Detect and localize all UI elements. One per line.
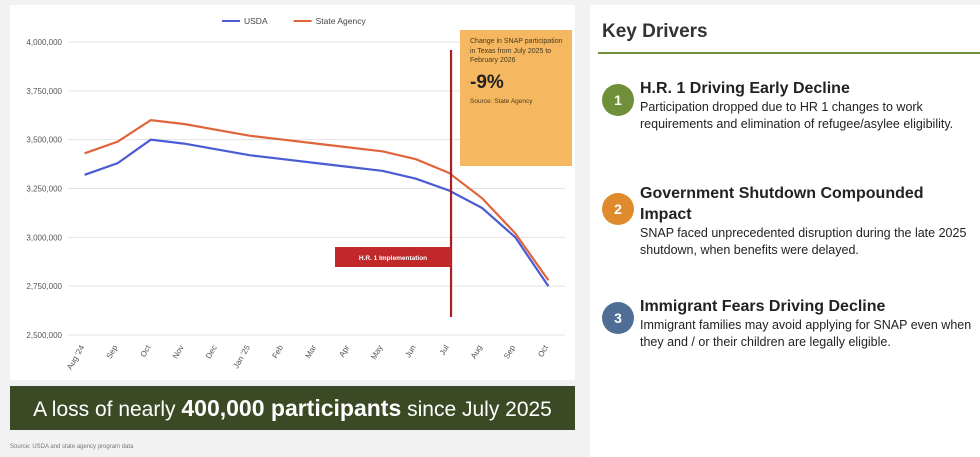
callout-text: Source: State Agency [470,97,533,105]
series-line [84,138,550,287]
driver-text: Immigrant families may avoid applying fo… [640,318,972,349]
driver-title: Government Shutdown Compounded Impact [640,185,924,223]
banner-text: since July 2025 [407,398,552,421]
driver-title: Immigrant Fears Driving Decline [640,298,886,315]
series-line [84,118,550,281]
banner: A loss of nearly 400,000 participants si… [10,386,575,430]
banner-bold: 400,000 participants [181,395,402,421]
driver-title: H.R. 1 Driving Early Decline [640,80,850,97]
legend-label: State Agency [316,16,367,26]
x-tick-label: Jan '25 [231,343,252,370]
callout-body: Change in SNAP participation in Texas fr… [470,37,568,106]
x-tick-label: Jun [403,344,417,360]
driver-number: 1 [602,84,634,116]
callout: Change in SNAP participation in Texas fr… [470,37,568,106]
x-tick-label: Jul [438,343,451,357]
x-tick-label: Oct [139,343,153,359]
marker-label: H.R. 1 Implementation [359,255,427,262]
driver-text: Participation dropped due to HR 1 change… [640,100,954,131]
y-tick-label: 4,000,000 [26,38,62,47]
y-tick-label: 3,500,000 [26,136,62,145]
source: Source: USDA and state agency program da… [10,444,134,450]
x-tick-label: Mar [304,343,319,360]
chart-card: 2,500,000 2,750,000 3,000,000 3,250,000 3,50… [10,5,575,380]
y-tick-label: 2,750,000 [26,282,62,291]
banner-text: A loss of nearly [33,398,176,421]
panel-title: Key Drivers [602,21,708,42]
driver: 2 Government Shutdown Compounded Impact SN… [602,183,972,259]
driver: 3 Immigrant Fears Driving Decline Immigran… [602,296,972,351]
y-tick-label: 3,250,000 [26,185,62,194]
driver: 1 H.R. 1 Driving Early Decline Participati… [602,78,972,133]
x-tick-label: Aug [469,344,484,361]
callout-text: -9% [470,71,504,93]
x-tick-label: Aug '24 [65,343,87,371]
legend-label: USDA [244,16,268,26]
x-tick-label: Nov [171,344,186,361]
x-tick-label: Sep [105,343,120,360]
callout-text: Change in SNAP participation in Texas fr… [470,38,563,64]
y-tick-label: 3,750,000 [26,87,62,96]
driver-text: SNAP faced unprecedented disruption duri… [640,226,967,257]
chart: 2,500,000 2,750,000 3,000,000 3,250,000 3,50… [26,16,572,371]
y-tick-label: 3,000,000 [26,233,62,242]
x-tick-label: Sep [502,343,517,360]
x-tick-label: Apr [337,343,351,359]
marker-box [335,247,452,267]
x-tick-label: Feb [270,343,285,360]
callout-box [460,30,572,166]
x-tick-label: Dec [204,344,219,361]
y-tick-label: 2,500,000 [26,331,62,340]
driver-number: 2 [602,193,634,225]
drivers-panel: Key Drivers 1 H.R. 1 Driving Early Declin… [590,5,980,457]
title-rule [598,52,980,54]
driver-number: 3 [602,302,634,334]
x-tick-label: Oct [536,343,550,359]
x-tick-label: May [369,344,384,362]
